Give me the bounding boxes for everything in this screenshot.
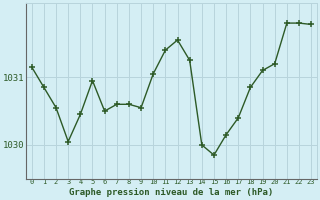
X-axis label: Graphe pression niveau de la mer (hPa): Graphe pression niveau de la mer (hPa) — [69, 188, 274, 197]
